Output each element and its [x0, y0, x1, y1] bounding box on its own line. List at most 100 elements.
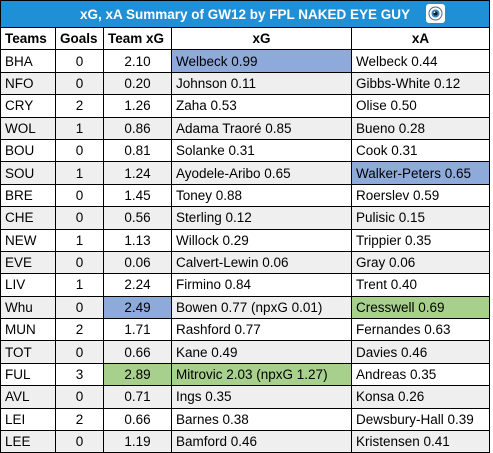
team-xg-cell: 0.71 [103, 385, 172, 409]
xa-cell: Roerslev 0.59 [350, 183, 491, 208]
team-cell: EVE [0, 250, 56, 275]
team-xg-cell: 2.49 [103, 295, 172, 320]
col-header-teams: Teams [0, 26, 56, 51]
team-xg-cell: 0.56 [103, 206, 172, 230]
table-row: BRE 0 1.45 Toney 0.88 Roerslev 0.59 [0, 183, 491, 208]
team-xg-cell: 1.26 [103, 94, 172, 118]
team-cell: CHE [0, 206, 56, 230]
team-cell: AVL [0, 385, 56, 409]
table-row: SOU 1 1.24 Ayodele-Aribo 0.65 Walker-Peters … [0, 161, 491, 185]
xg-cell: Willock 0.29 [171, 228, 352, 252]
team-xg-cell: 1.24 [103, 161, 172, 185]
xa-cell: Trent 0.40 [350, 273, 491, 297]
team-cell: CRY [0, 94, 56, 118]
goals-cell: 2 [55, 318, 104, 342]
team-cell: TOT [0, 340, 56, 364]
table-row: Whu 0 2.49 Bowen 0.77 (npxG 0.01) Cresswell … [0, 295, 491, 320]
team-xg-cell: 0.20 [103, 71, 172, 96]
table-row: LEI 2 0.66 Barnes 0.38 Dewsbury-Hall 0.39 [0, 407, 491, 432]
goals-cell: 1 [55, 228, 104, 252]
goals-cell: 0 [55, 138, 104, 163]
goals-cell: 0 [55, 295, 104, 320]
team-cell: BHA [0, 49, 56, 73]
goals-cell: 1 [55, 116, 104, 140]
col-header-team-xg: Team xG [103, 26, 172, 51]
goals-cell: 0 [55, 250, 104, 275]
xa-cell: Olise 0.50 [350, 94, 491, 118]
xg-cell: Adama Traoré 0.85 [171, 116, 352, 140]
goals-cell: 0 [55, 385, 104, 409]
table-row: CHE 0 0.56 Sterling 0.12 Pulisic 0.15 [0, 206, 491, 230]
xa-cell: Fernandes 0.63 [350, 318, 491, 342]
table-title: xG, xA Summary of GW12 by FPL NAKED EYE … [79, 6, 411, 22]
team-cell: BOU [0, 138, 56, 163]
team-cell: LEE [0, 430, 56, 453]
table-row: FUL 3 2.89 Mitrovic 2.03 (npxG 1.27) Andreas… [0, 362, 491, 387]
table-row: NEW 1 1.13 Willock 0.29 Trippier 0.35 [0, 228, 491, 252]
xg-cell: Welbeck 0.99 [171, 49, 352, 73]
table-row: TOT 0 0.66 Kane 0.49 Davies 0.46 [0, 340, 491, 364]
table-row: EVE 0 0.06 Calvert-Lewin 0.06 Gray 0.06 [0, 250, 491, 275]
table-row: CRY 2 1.26 Zaha 0.53 Olise 0.50 [0, 94, 491, 118]
xa-cell: Cook 0.31 [350, 138, 491, 163]
team-cell: NEW [0, 228, 56, 252]
team-xg-cell: 0.86 [103, 116, 172, 140]
table-row: LEE 0 1.19 Bamford 0.46 Kristensen 0.41 [0, 430, 491, 453]
xg-cell: Zaha 0.53 [171, 94, 352, 118]
table-row: WOL 1 0.86 Adama Traoré 0.85 Bueno 0.28 [0, 116, 491, 140]
goals-cell: 0 [55, 206, 104, 230]
xg-cell: Sterling 0.12 [171, 206, 352, 230]
goals-cell: 0 [55, 430, 104, 453]
team-xg-cell: 1.45 [103, 183, 172, 208]
xg-cell: Johnson 0.11 [171, 71, 352, 96]
goals-cell: 1 [55, 161, 104, 185]
team-xg-cell: 2.10 [103, 49, 172, 73]
xa-cell: Welbeck 0.44 [350, 49, 491, 73]
team-xg-cell: 2.24 [103, 273, 172, 297]
goals-cell: 0 [55, 71, 104, 96]
xa-cell: Bueno 0.28 [350, 116, 491, 140]
col-header-goals: Goals [55, 26, 104, 51]
team-cell: NFO [0, 71, 56, 96]
xa-cell: Kristensen 0.41 [350, 430, 491, 453]
table-row: NFO 0 0.20 Johnson 0.11 Gibbs-White 0.12 [0, 71, 491, 96]
team-cell: SOU [0, 161, 56, 185]
xg-cell: Toney 0.88 [171, 183, 352, 208]
team-cell: LEI [0, 407, 56, 432]
xa-cell: Trippier 0.35 [350, 228, 491, 252]
team-xg-cell: 1.19 [103, 430, 172, 453]
goals-cell: 0 [55, 183, 104, 208]
xa-cell: Walker-Peters 0.65 [350, 161, 491, 185]
xa-cell: Davies 0.46 [350, 340, 491, 364]
xg-cell: Kane 0.49 [171, 340, 352, 364]
goals-cell: 0 [55, 49, 104, 73]
xg-cell: Ings 0.35 [171, 385, 352, 409]
xg-cell: Mitrovic 2.03 (npxG 1.27) [171, 362, 352, 387]
xa-cell: Pulisic 0.15 [350, 206, 491, 230]
team-xg-cell: 2.89 [103, 362, 172, 387]
team-xg-cell: 0.66 [103, 407, 172, 432]
title-row: xG, xA Summary of GW12 by FPL NAKED EYE … [0, 0, 491, 28]
team-xg-cell: 1.13 [103, 228, 172, 252]
team-xg-cell: 0.06 [103, 250, 172, 275]
xg-cell: Barnes 0.38 [171, 407, 352, 432]
table-row: AVL 0 0.71 Ings 0.35 Konsa 0.26 [0, 385, 491, 409]
goals-cell: 3 [55, 362, 104, 387]
team-cell: WOL [0, 116, 56, 140]
table-row: MUN 2 1.71 Rashford 0.77 Fernandes 0.63 [0, 318, 491, 342]
team-xg-cell: 1.71 [103, 318, 172, 342]
xg-cell: Calvert-Lewin 0.06 [171, 250, 352, 275]
col-header-xg: xG [171, 26, 352, 51]
team-cell: MUN [0, 318, 56, 342]
xa-cell: Gibbs-White 0.12 [350, 71, 491, 96]
goals-cell: 2 [55, 94, 104, 118]
team-cell: FUL [0, 362, 56, 387]
xa-cell: Cresswell 0.69 [350, 295, 491, 320]
xa-cell: Gray 0.06 [350, 250, 491, 275]
header-row: Teams Goals Team xG xG xA [0, 26, 491, 51]
xg-cell: Rashford 0.77 [171, 318, 352, 342]
eye-icon [426, 4, 446, 23]
xa-cell: Andreas 0.35 [350, 362, 491, 387]
